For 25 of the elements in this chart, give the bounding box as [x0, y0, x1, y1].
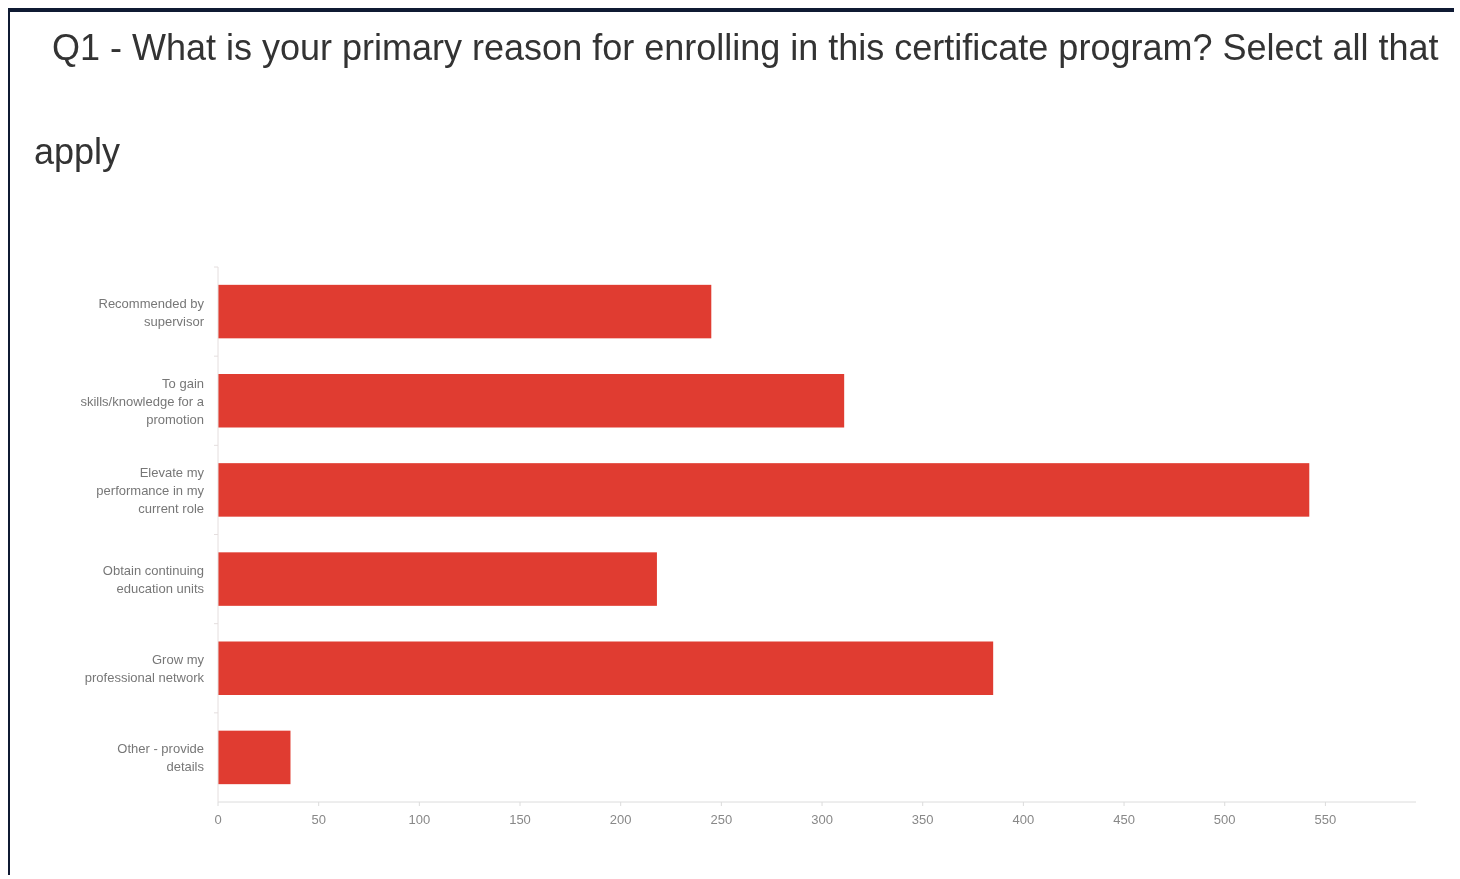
x-tick-label: 200 — [609, 812, 632, 827]
bar — [218, 641, 994, 695]
x-tick-label: 300 — [811, 812, 833, 827]
bar — [218, 463, 1310, 517]
bar — [218, 284, 712, 339]
x-tick-label: 100 — [408, 812, 431, 827]
y-tick-label: Recommended by supervisor — [98, 295, 205, 329]
y-tick-label: Obtain continuing education units — [102, 563, 205, 597]
bar — [218, 374, 845, 428]
y-tick-label: Grow my professional network — [84, 652, 205, 686]
x-tick-label: 350 — [911, 812, 934, 827]
x-tick-label: 500 — [1213, 812, 1236, 827]
y-tick-label: Other - provide details — [117, 741, 205, 775]
x-tick-label: 50 — [311, 812, 326, 827]
x-tick-label: 0 — [214, 812, 222, 827]
x-tick-label: 450 — [1113, 812, 1135, 827]
bar — [218, 730, 291, 785]
x-tick-label: 400 — [1012, 812, 1035, 827]
y-tick-label: To gain skills/knowledge for a promotion — [80, 375, 205, 427]
x-tick-label: 250 — [710, 812, 733, 827]
y-tick-label: Elevate my performance in my current role — [96, 464, 205, 516]
chart-title: Q1 - What is your primary reason for enrolling in this certificate program? Select all that apply — [34, 27, 1439, 172]
x-tick-label: 150 — [509, 812, 531, 827]
x-tick-label: 550 — [1314, 812, 1337, 827]
bar — [218, 552, 657, 606]
